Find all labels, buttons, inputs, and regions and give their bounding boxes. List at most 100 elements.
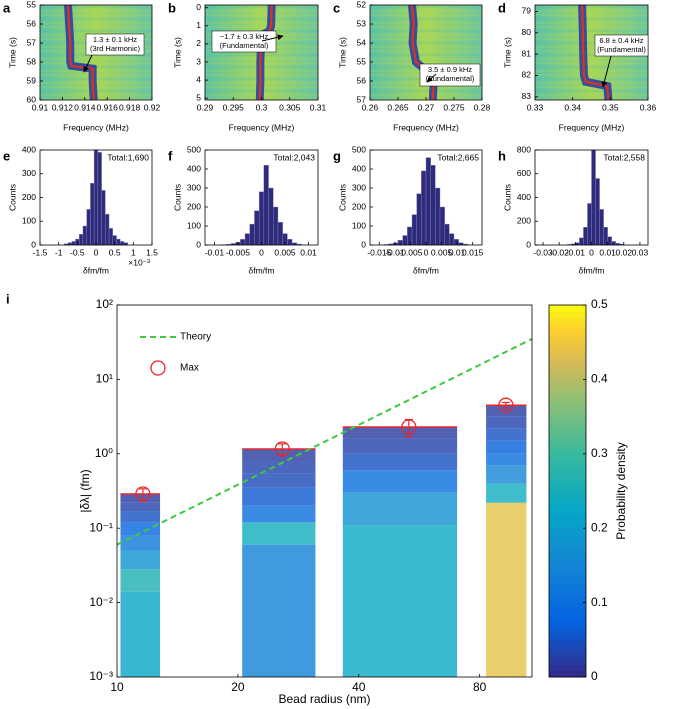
colorbar-cell bbox=[549, 646, 586, 653]
y-tick-label: 60 bbox=[27, 94, 37, 104]
annotation-text: 6.8 ± 0.4 kHz bbox=[599, 36, 643, 45]
histogram-bar bbox=[120, 241, 125, 246]
colorbar-cell bbox=[549, 670, 586, 678]
panel-label: d bbox=[498, 0, 506, 15]
histogram-bar bbox=[254, 210, 260, 246]
y-tick-label: 200 bbox=[22, 192, 36, 202]
y-axis-label: Time (s) bbox=[7, 37, 17, 68]
x-tick-label: 0.34 bbox=[564, 102, 581, 112]
colorbar-cell bbox=[549, 596, 586, 604]
x-axis-label: δfm/fm bbox=[249, 265, 275, 275]
colorbar-cell bbox=[549, 429, 586, 436]
colorbar-cell bbox=[549, 460, 586, 467]
histogram-bar bbox=[93, 149, 99, 246]
legend-label: Max bbox=[180, 363, 199, 374]
density-segment bbox=[486, 440, 527, 454]
colorbar-cell bbox=[549, 422, 586, 430]
y-axis-label: Counts bbox=[502, 184, 512, 211]
colorbar-cell bbox=[549, 534, 586, 542]
y-tick-label: 54 bbox=[357, 37, 367, 47]
density-segment bbox=[342, 525, 458, 677]
y-tick-label: 4 bbox=[196, 74, 201, 84]
colorbar-cell bbox=[549, 491, 586, 498]
density-segment bbox=[486, 416, 527, 429]
y-tick-label: 200 bbox=[187, 201, 201, 211]
annotation-text: (Fundamental) bbox=[597, 45, 646, 54]
total-label: Total:2,043 bbox=[273, 152, 315, 162]
annotation-text: (Fundamental) bbox=[220, 41, 269, 50]
y-tick-label: 55 bbox=[27, 0, 37, 9]
y-tick-label: 59 bbox=[27, 75, 37, 85]
x-tick-label: -0.02 bbox=[550, 247, 570, 257]
histogram-bar bbox=[78, 234, 84, 246]
x-tick-label: 0.27 bbox=[418, 102, 435, 112]
x-tick-label: 20 bbox=[231, 680, 245, 694]
x-axis-label: Frequency (MHz) bbox=[229, 122, 295, 132]
histogram-bar bbox=[268, 187, 274, 246]
max-marker bbox=[498, 397, 514, 413]
density-segment bbox=[342, 470, 458, 493]
density-segment bbox=[342, 427, 458, 439]
x-tick-label: 0.03 bbox=[632, 247, 649, 257]
y-tick-label: 55 bbox=[357, 56, 367, 66]
histogram-bar bbox=[108, 228, 113, 246]
x-tick-label: -0.03 bbox=[533, 247, 553, 257]
y-axis-label: Time (s) bbox=[337, 37, 347, 68]
histogram-bar bbox=[411, 214, 417, 246]
annotation-arrow bbox=[601, 55, 612, 88]
colorbar-cell bbox=[549, 559, 586, 566]
histogram-bar bbox=[453, 239, 459, 246]
x-tick-label: 1 bbox=[131, 247, 136, 257]
x-tick-label: 0.305 bbox=[279, 102, 301, 112]
histogram-bar bbox=[449, 233, 455, 246]
colorbar-cell bbox=[549, 385, 586, 393]
histogram-bar bbox=[416, 193, 422, 246]
x-tick-label: -0.5 bbox=[70, 247, 85, 257]
density-segment bbox=[242, 505, 316, 523]
y-tick-label: 10⁻² bbox=[89, 595, 113, 609]
max-marker bbox=[401, 419, 417, 435]
total-label: Total:2,558 bbox=[603, 152, 645, 162]
y-axis-label: Counts bbox=[172, 184, 182, 211]
colorbar-cell bbox=[549, 615, 586, 622]
histogram-bar bbox=[407, 226, 413, 246]
x-tick-label: 0.005 bbox=[431, 247, 453, 257]
x-tick-label: 0.265 bbox=[387, 102, 409, 112]
y-tick-label: 0 bbox=[31, 239, 36, 249]
y-tick-label: 0 bbox=[526, 239, 531, 249]
histogram-bar bbox=[402, 235, 408, 246]
y-axis-label: |δλ| (fm) bbox=[78, 469, 92, 512]
x-tick-label: -1 bbox=[55, 247, 63, 257]
colorbar-cell bbox=[549, 311, 586, 318]
colorbar-cell bbox=[549, 565, 586, 573]
y-axis-label: Counts bbox=[337, 184, 347, 211]
x-tick-label: 0.02 bbox=[616, 247, 633, 257]
colorbar-cell bbox=[549, 323, 586, 331]
colorbar-tick-label: 0.5 bbox=[591, 297, 608, 311]
y-tick-label: 100 bbox=[22, 216, 36, 226]
x-tick-label: -1.5 bbox=[33, 247, 48, 257]
annotation-text: 1.3 ± 0.1 kHz bbox=[93, 35, 137, 44]
x-axis-label: δfm/fm bbox=[83, 265, 109, 275]
x-tick-label: 0.29 bbox=[197, 102, 214, 112]
colorbar-cell bbox=[549, 398, 586, 405]
y-tick-label: 82 bbox=[522, 70, 532, 80]
max-marker bbox=[135, 486, 151, 502]
histogram-bar bbox=[439, 206, 445, 246]
density-segment bbox=[486, 453, 527, 466]
legend-marker bbox=[150, 360, 166, 376]
colorbar-cell bbox=[549, 416, 586, 424]
colorbar-cell bbox=[549, 410, 586, 418]
y-tick-label: 10⁻¹ bbox=[89, 520, 113, 534]
y-tick-label: 300 bbox=[187, 182, 201, 192]
colorbar-cell bbox=[549, 664, 586, 672]
colorbar-cell bbox=[549, 354, 586, 362]
y-tick-label: 10² bbox=[96, 297, 113, 311]
y-tick-label: 79 bbox=[522, 6, 532, 16]
histogram-bar bbox=[244, 233, 250, 246]
colorbar-cell bbox=[549, 497, 586, 504]
x-tick-label: 0 bbox=[589, 247, 594, 257]
x-tick-label: 0.01 bbox=[300, 247, 317, 257]
x-tick-label: 0.5 bbox=[109, 247, 121, 257]
annotation-arrow bbox=[261, 34, 284, 42]
